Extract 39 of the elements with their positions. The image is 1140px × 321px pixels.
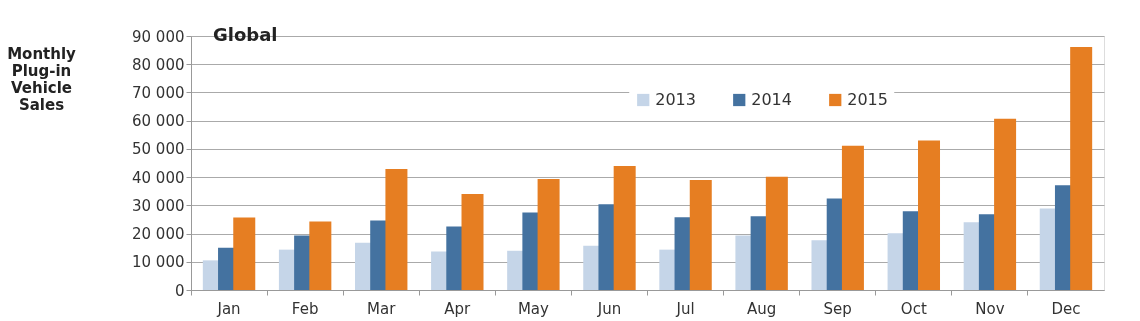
y-axis-title: Monthly Plug-in Vehicle Sales xyxy=(7,44,77,114)
bar xyxy=(1070,47,1093,290)
x-tick-label: Jun xyxy=(596,299,622,318)
y-tick-label: 30 000 xyxy=(132,196,185,215)
y-tick-label: 60 000 xyxy=(132,112,185,131)
bar xyxy=(689,179,712,290)
x-tick-label: Mar xyxy=(367,299,397,318)
x-tick-label: Dec xyxy=(1051,299,1081,318)
x-tick-label: Nov xyxy=(975,299,1005,318)
bar xyxy=(765,176,788,290)
bar xyxy=(461,194,484,290)
x-tick-label: Jan xyxy=(216,299,241,318)
y-tick-label: 80 000 xyxy=(132,55,185,74)
x-tick-label: Aug xyxy=(746,299,777,318)
x-tick-label: Sep xyxy=(823,299,852,318)
x-tick-label: Apr xyxy=(444,299,472,318)
chart-title: Global xyxy=(213,24,278,45)
x-tick-label: May xyxy=(517,299,549,318)
x-tick-label: Oct xyxy=(900,299,927,318)
y-tick-label: 50 000 xyxy=(132,140,185,159)
bar xyxy=(537,179,560,290)
bar xyxy=(233,217,256,290)
bar xyxy=(918,140,941,290)
legend-label: 2015 xyxy=(847,90,888,109)
legend-label: 2013 xyxy=(655,90,696,109)
bar xyxy=(994,118,1017,290)
y-tick-label: 90 000 xyxy=(132,27,185,46)
y-tick-label: 70 000 xyxy=(132,83,185,102)
x-tick-label: Feb xyxy=(291,299,319,318)
legend-label: 2014 xyxy=(751,90,792,109)
y-tick-label: 40 000 xyxy=(132,168,185,187)
bar xyxy=(309,221,332,290)
bar xyxy=(385,168,408,290)
y-tick-label: 20 000 xyxy=(132,225,185,244)
x-tick-label: Jul xyxy=(675,299,695,318)
y-tick-label: 0 xyxy=(174,281,185,300)
bar xyxy=(613,166,636,290)
bar xyxy=(841,145,864,290)
y-tick-label: 10 000 xyxy=(132,253,185,272)
